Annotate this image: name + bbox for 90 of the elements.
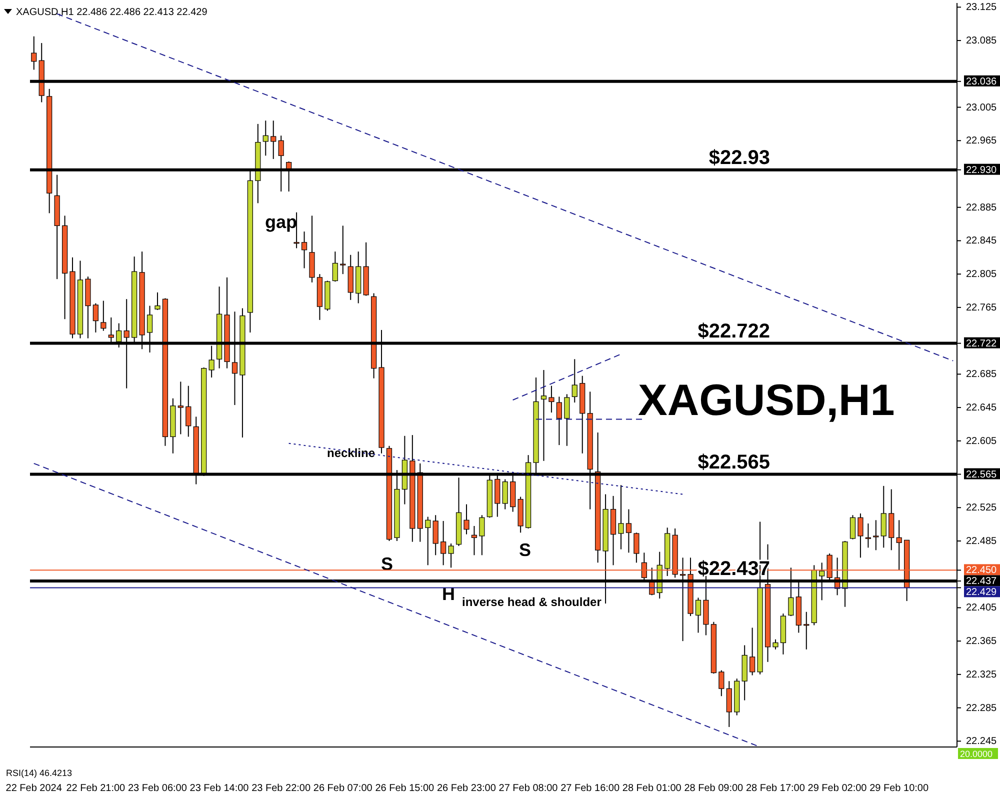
candlestick bbox=[880, 485, 886, 548]
annotation: inverse head & shoulder bbox=[462, 595, 602, 609]
candlestick bbox=[301, 231, 308, 269]
candlestick bbox=[750, 627, 756, 676]
y-tick-label: 22.365 bbox=[966, 636, 998, 648]
candlestick bbox=[540, 369, 547, 462]
y-tick-label: 22.845 bbox=[966, 236, 998, 247]
candlestick bbox=[425, 516, 431, 566]
y-tick-label: 23.125 bbox=[966, 2, 998, 14]
y-tick-label: 22.645 bbox=[966, 402, 998, 414]
x-tick-label: 27 Feb 08:00 bbox=[498, 783, 558, 794]
candlestick bbox=[626, 508, 632, 554]
x-tick-label: 22 Feb 2024 bbox=[6, 783, 62, 794]
text: 20.0000 bbox=[960, 749, 993, 759]
candlestick bbox=[865, 522, 871, 548]
annotation: neckline bbox=[327, 446, 376, 460]
x-tick-label: 26 Feb 07:00 bbox=[313, 783, 373, 794]
candlestick bbox=[92, 302, 98, 333]
x-tick-label: 28 Feb 17:00 bbox=[746, 783, 806, 794]
candlestick bbox=[186, 385, 192, 438]
candlestick bbox=[556, 396, 562, 446]
y-tick-label: 22.245 bbox=[966, 736, 998, 748]
y-tick-label: 22.565 bbox=[966, 469, 998, 480]
x-tick-label: 28 Feb 01:00 bbox=[622, 783, 682, 794]
candlestick bbox=[804, 611, 810, 650]
annotation: XAGUSD,H1 bbox=[638, 376, 895, 425]
y-tick-label: 22.450 bbox=[966, 565, 998, 576]
candlestick bbox=[262, 120, 268, 156]
candlestick bbox=[634, 532, 640, 564]
y-tick-label: 22.965 bbox=[966, 136, 998, 147]
y-tick-label: 22.885 bbox=[966, 202, 998, 214]
chart-title: XAGUSD,H1 22.486 22.486 22.413 22.429 bbox=[16, 7, 208, 18]
candlestick bbox=[471, 525, 478, 556]
y-tick-label: 22.930 bbox=[966, 164, 998, 176]
y-tick-label: 23.085 bbox=[966, 36, 998, 47]
candlestick bbox=[572, 358, 578, 404]
candlestick bbox=[726, 680, 732, 728]
x-tick-label: 29 Feb 02:00 bbox=[808, 783, 868, 794]
y-tick-label: 22.685 bbox=[966, 369, 998, 380]
candlestick bbox=[31, 36, 37, 70]
candlestick bbox=[850, 514, 856, 540]
x-tick-label: 26 Feb 15:00 bbox=[375, 783, 435, 794]
ref-line-label: $22.565 bbox=[698, 451, 770, 474]
candlestick bbox=[479, 514, 485, 556]
y-tick-label: 22.605 bbox=[966, 436, 998, 447]
y-tick-label: 22.429 bbox=[966, 587, 998, 598]
x-tick-label: 23 Feb 06:00 bbox=[128, 783, 188, 794]
x-tick-label: 29 Feb 10:00 bbox=[870, 783, 929, 794]
candlestick bbox=[432, 514, 438, 556]
candlestick bbox=[695, 597, 702, 634]
y-tick-label: 22.405 bbox=[966, 602, 998, 614]
candlestick bbox=[464, 504, 470, 535]
candlestick bbox=[100, 300, 106, 332]
annotation: S bbox=[519, 540, 532, 560]
candlestick bbox=[618, 484, 624, 550]
annotation: H bbox=[442, 584, 455, 604]
ref-line-label: $22.722 bbox=[698, 320, 770, 342]
candlestick bbox=[154, 292, 160, 310]
candlestick bbox=[178, 381, 184, 435]
candlestick bbox=[270, 120, 276, 160]
candlestick bbox=[858, 512, 864, 558]
x-tick-label: 27 Feb 16:00 bbox=[560, 783, 620, 794]
annotation: S bbox=[381, 554, 394, 574]
y-tick-label: 22.285 bbox=[966, 702, 998, 714]
candlestick bbox=[440, 520, 446, 566]
y-tick-label: 22.325 bbox=[966, 669, 998, 680]
y-tick-label: 22.485 bbox=[966, 536, 998, 547]
candlestick bbox=[564, 394, 570, 446]
candlestick bbox=[448, 542, 454, 568]
candlestick bbox=[502, 478, 508, 510]
x-tick-label: 23 Feb 22:00 bbox=[252, 783, 311, 794]
x-tick-label: 23 Feb 14:00 bbox=[190, 783, 250, 794]
y-tick-label: 22.805 bbox=[966, 269, 998, 280]
candlestick bbox=[332, 251, 338, 282]
candlestick bbox=[340, 225, 346, 275]
x-tick-label: 28 Feb 09:00 bbox=[684, 783, 744, 794]
candlestick bbox=[873, 520, 879, 551]
y-tick-label: 22.765 bbox=[966, 302, 998, 314]
y-tick-label: 22.437 bbox=[966, 576, 998, 588]
candlestick bbox=[548, 385, 554, 414]
x-tick-label: 26 Feb 23:00 bbox=[436, 783, 496, 794]
candlestick bbox=[718, 670, 724, 697]
x-tick-label: 22 Feb 21:00 bbox=[66, 783, 126, 794]
text: RSI(14) 46.4213 bbox=[6, 768, 72, 778]
y-tick-label: 23.005 bbox=[966, 102, 998, 114]
ref-line-label: $22.93 bbox=[708, 146, 770, 169]
candlestick bbox=[772, 638, 778, 650]
y-tick-label: 23.036 bbox=[966, 76, 998, 88]
y-tick-label: 22.722 bbox=[966, 338, 998, 350]
y-tick-label: 22.525 bbox=[966, 502, 998, 514]
